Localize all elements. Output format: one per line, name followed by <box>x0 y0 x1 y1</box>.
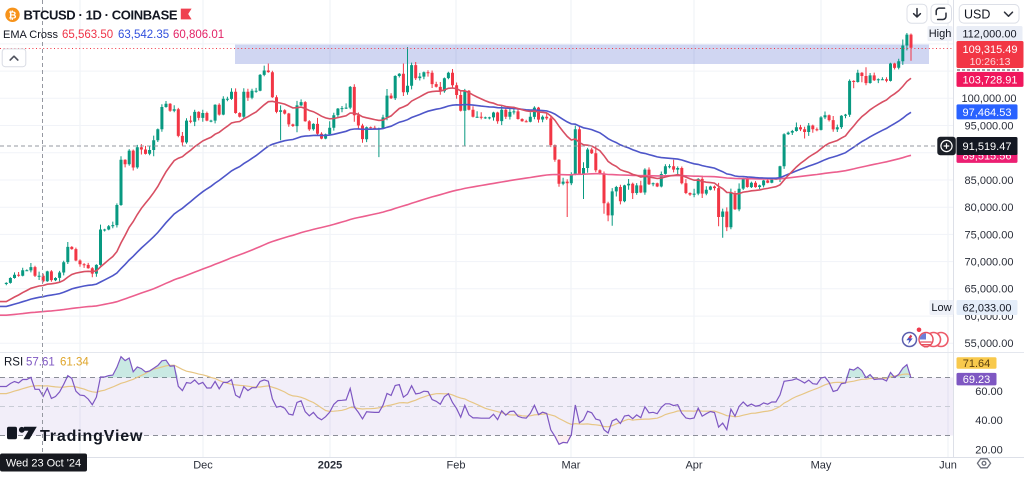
svg-text:63,542.35: 63,542.35 <box>118 29 169 41</box>
svg-text:80,000.00: 80,000.00 <box>965 202 1014 214</box>
svg-text:Apr: Apr <box>685 459 702 471</box>
svg-text:65,563.50: 65,563.50 <box>62 29 113 41</box>
svg-text:95,000.00: 95,000.00 <box>965 120 1014 132</box>
svg-text:RSI: RSI <box>4 357 23 369</box>
svg-text:70,000.00: 70,000.00 <box>965 257 1014 269</box>
svg-text:103,728.91: 103,728.91 <box>962 74 1017 86</box>
svg-text:High: High <box>929 28 952 40</box>
svg-text:61.34: 61.34 <box>60 357 89 369</box>
svg-text:60,806.01: 60,806.01 <box>173 29 224 41</box>
svg-text:62,033.00: 62,033.00 <box>963 302 1012 314</box>
svg-text:100,000.00: 100,000.00 <box>961 93 1016 105</box>
svg-text:Feb: Feb <box>447 459 466 471</box>
svg-text:2025: 2025 <box>318 459 342 471</box>
svg-text:BTCUSD · 1D · COINBASE: BTCUSD · 1D · COINBASE <box>24 7 178 22</box>
svg-text:10:26:13: 10:26:13 <box>970 56 1011 68</box>
svg-text:Dec: Dec <box>193 459 213 471</box>
svg-text:Mar: Mar <box>562 459 581 471</box>
svg-text:TradingView: TradingView <box>40 428 143 445</box>
svg-text:55,000.00: 55,000.00 <box>965 338 1014 350</box>
svg-text:₿: ₿ <box>8 10 16 22</box>
svg-text:85,000.00: 85,000.00 <box>965 175 1014 187</box>
svg-text:60.00: 60.00 <box>975 386 1003 398</box>
svg-text:EMA Cross: EMA Cross <box>3 29 59 41</box>
svg-text:112,000.00: 112,000.00 <box>962 28 1016 40</box>
svg-text:97,464.53: 97,464.53 <box>963 107 1012 119</box>
svg-text:20.00: 20.00 <box>975 445 1003 457</box>
svg-text:75,000.00: 75,000.00 <box>965 229 1014 241</box>
svg-text:May: May <box>811 459 832 471</box>
svg-text:57.61: 57.61 <box>26 357 55 369</box>
svg-text:71.64: 71.64 <box>963 358 991 370</box>
svg-text:Wed 23 Oct '24: Wed 23 Oct '24 <box>6 457 81 469</box>
svg-text:Jun: Jun <box>939 459 957 471</box>
svg-text:Low: Low <box>931 302 951 314</box>
svg-text:65,000.00: 65,000.00 <box>965 284 1014 296</box>
svg-text:91,519.47: 91,519.47 <box>963 141 1012 153</box>
svg-text:USD: USD <box>964 7 990 21</box>
svg-text:69.23: 69.23 <box>963 374 991 386</box>
svg-text:109,315.49: 109,315.49 <box>962 44 1017 56</box>
svg-text:40.00: 40.00 <box>975 415 1003 427</box>
